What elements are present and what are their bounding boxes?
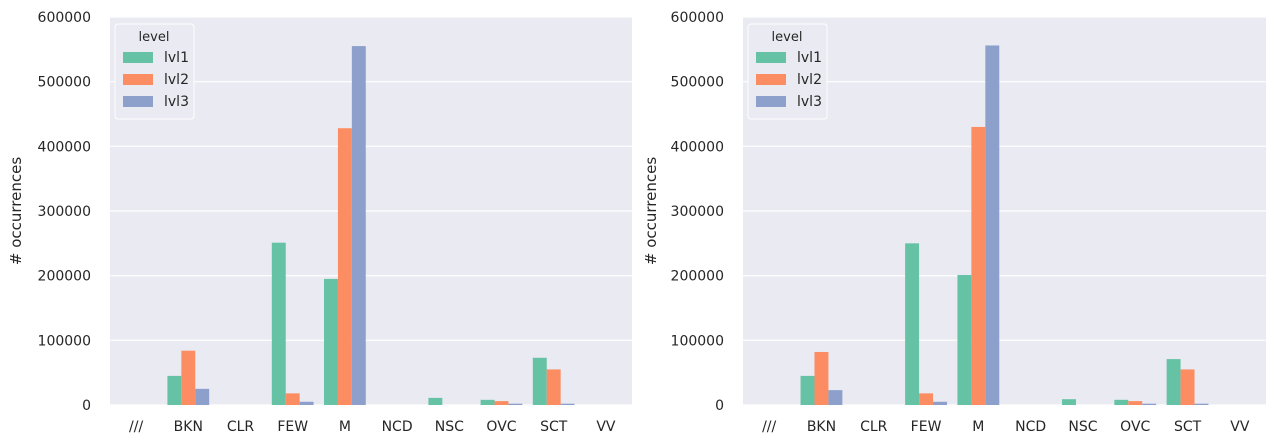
bar-lvl1-4	[905, 243, 920, 405]
x-tick-label: CLR	[227, 419, 255, 435]
x-tick-label: M	[339, 419, 351, 435]
y-tick-label: 500000	[38, 75, 91, 91]
bar-lvl1-5	[324, 278, 338, 405]
bar-lvl1-2	[167, 375, 182, 405]
legend-label-lvl3: lvl3	[164, 94, 189, 110]
bar-lvl1-9	[1166, 359, 1181, 405]
y-tick-label: 400000	[671, 139, 724, 155]
bar-lvl2-8	[494, 401, 509, 405]
x-tick-label: OVC	[1120, 419, 1150, 435]
bar-lvl2-2	[181, 350, 196, 405]
x-tick-label: NSC	[1068, 419, 1097, 435]
legend-label-lvl1: lvl1	[164, 50, 189, 66]
bar-lvl1-2	[800, 375, 815, 405]
bar-lvl1-9	[532, 357, 547, 405]
x-tick-label: M	[972, 419, 984, 435]
y-tick-label: 300000	[38, 204, 91, 220]
legend-swatch-lvl1	[123, 52, 153, 63]
y-tick-label: 600000	[671, 10, 724, 26]
x-tick-label: CLR	[860, 419, 888, 435]
legend-box	[114, 23, 195, 120]
bar-lvl1-8	[480, 399, 495, 405]
x-tick-label: ///	[762, 419, 776, 435]
bar-lvl3-2	[828, 390, 843, 405]
legend: level lvl1 lvl2 lvl3	[114, 23, 195, 120]
y-axis-label: # occurrences	[7, 157, 25, 265]
x-tick-label: FEW	[911, 419, 942, 435]
bar-lvl2-9	[1180, 369, 1195, 405]
y-tick-label: 600000	[38, 10, 91, 26]
legend-box	[747, 23, 828, 120]
bar-lvl3-4	[933, 401, 947, 405]
bar-lvl3-8	[508, 403, 523, 405]
legend-swatch-lvl3	[123, 96, 153, 107]
legend-label-lvl1: lvl1	[797, 50, 822, 66]
x-tick-label: VV	[596, 419, 616, 435]
chart-panel-1: 0 100000 200000 300000 400000 500000 600000 ///…	[7, 10, 632, 435]
legend-swatch-lvl2	[123, 74, 153, 85]
y-axis-label: # occurrences	[642, 157, 660, 265]
y-tick-label: 0	[82, 398, 91, 414]
x-tick-label: ///	[129, 419, 143, 435]
x-tick-label: FEW	[277, 419, 308, 435]
bar-lvl2-2	[814, 351, 829, 405]
y-tick-label: 100000	[38, 333, 91, 349]
bar-lvl2-4	[919, 393, 934, 405]
chart-panel-2: 0 100000 200000 300000 400000 500000 600000 ///…	[642, 10, 1266, 435]
y-tick-label: 300000	[671, 204, 724, 220]
bar-lvl1-7	[428, 397, 443, 405]
x-tick-label: NCD	[1015, 419, 1046, 435]
legend-label-lvl3: lvl3	[797, 94, 822, 110]
legend-title: level	[772, 30, 803, 45]
legend-label-lvl2: lvl2	[797, 72, 822, 88]
bar-lvl3-9	[560, 403, 575, 405]
legend: level lvl1 lvl2 lvl3	[747, 23, 828, 120]
legend-swatch-lvl3	[756, 96, 786, 107]
bar-lvl1-5	[957, 275, 972, 405]
x-tick-label: NSC	[435, 419, 464, 435]
x-tick-label: BKN	[174, 419, 203, 435]
bar-lvl2-8	[1128, 401, 1143, 405]
bar-lvl2-4	[285, 393, 300, 405]
bar-lvl3-8	[1142, 403, 1157, 405]
bar-lvl3-4	[299, 401, 314, 405]
x-tick-label: NCD	[382, 419, 413, 435]
x-tick-label: BKN	[807, 419, 836, 435]
bar-lvl1-7	[1062, 399, 1076, 405]
bar-lvl2-5	[971, 126, 986, 405]
y-tick-label: 0	[715, 398, 724, 414]
bar-lvl3-2	[195, 388, 210, 405]
y-tick-label: 200000	[671, 269, 724, 285]
legend-swatch-lvl2	[756, 74, 786, 85]
y-tick-label: 100000	[671, 333, 724, 349]
y-tick-label: 200000	[38, 269, 91, 285]
bar-lvl3-5	[351, 46, 366, 405]
x-tick-label: SCT	[540, 419, 568, 435]
bar-lvl2-9	[546, 369, 561, 405]
bar-lvl1-4	[271, 242, 286, 405]
bar-lvl3-9	[1194, 403, 1209, 405]
bar-lvl3-5	[985, 45, 1000, 405]
bar-lvl1-8	[1114, 399, 1129, 405]
y-tick-label: 500000	[671, 75, 724, 91]
legend-swatch-lvl1	[756, 52, 786, 63]
x-tick-label: OVC	[486, 419, 516, 435]
y-tick-label: 400000	[38, 139, 91, 155]
bar-lvl2-5	[337, 128, 352, 405]
x-tick-label: VV	[1230, 419, 1250, 435]
legend-title: level	[139, 30, 170, 45]
legend-label-lvl2: lvl2	[164, 72, 189, 88]
x-tick-label: SCT	[1174, 419, 1202, 435]
